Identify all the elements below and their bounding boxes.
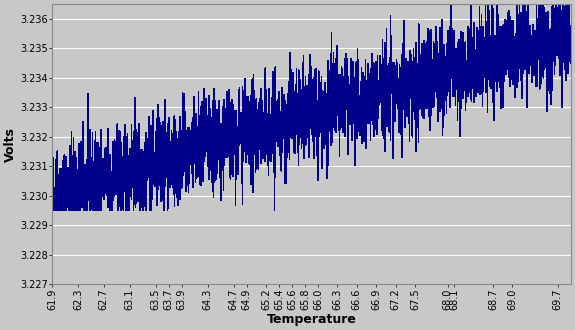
- Y-axis label: Volts: Volts: [4, 127, 17, 162]
- X-axis label: Temperature: Temperature: [266, 313, 356, 326]
